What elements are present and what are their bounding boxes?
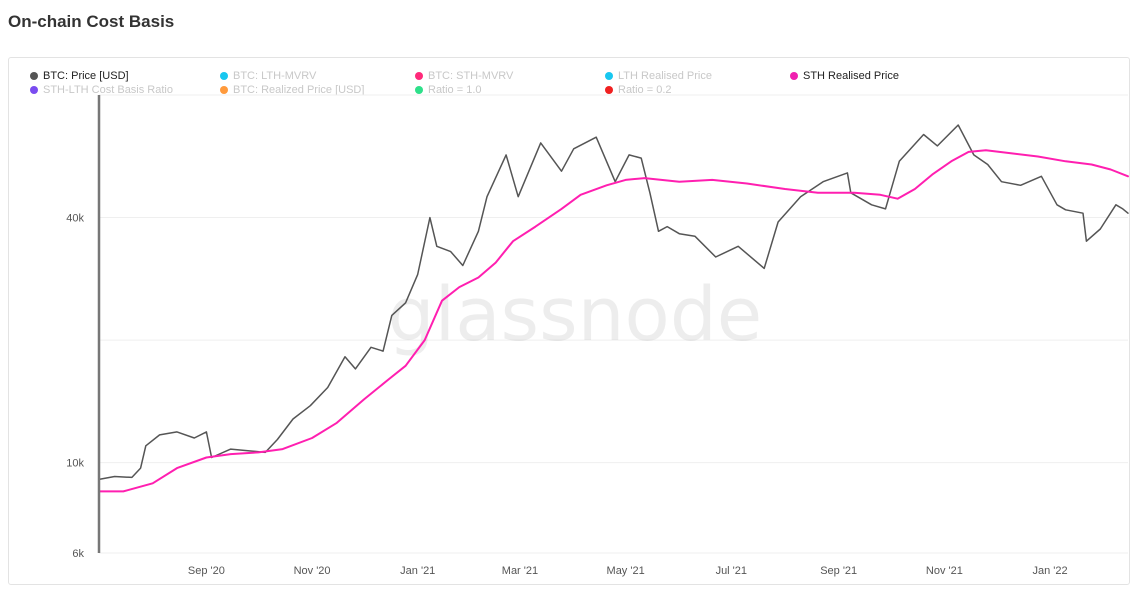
legend-dot-icon: [605, 86, 613, 94]
x-tick-label: Sep '21: [820, 565, 857, 577]
legend-label: BTC: Realized Price [USD]: [233, 84, 365, 96]
x-tick-label: Jul '21: [716, 565, 747, 577]
legend-item-sth-realised-price[interactable]: STH Realised Price: [790, 69, 899, 83]
legend-dot-icon: [30, 86, 38, 94]
x-tick-label: May '21: [607, 565, 645, 577]
legend-label: STH Realised Price: [803, 70, 899, 82]
legend-item-btc-price-usd[interactable]: BTC: Price [USD]: [30, 69, 129, 83]
legend-label: BTC: Price [USD]: [43, 70, 129, 82]
y-tick-label: 40k: [66, 213, 84, 225]
chart-legend: BTC: Price [USD] BTC: LTH-MVRV BTC: STH-MV…: [30, 69, 1110, 103]
page-title: On-chain Cost Basis: [8, 12, 175, 31]
legend-item-btc-sth-mvrv[interactable]: BTC: STH-MVRV: [415, 69, 513, 83]
x-tick-label: Nov '21: [926, 565, 963, 577]
x-tick-label: Nov '20: [294, 565, 331, 577]
legend-label: LTH Realised Price: [618, 70, 712, 82]
watermark-logo: glassnode: [388, 272, 763, 358]
legend-label: BTC: LTH-MVRV: [233, 70, 317, 82]
legend-label: Ratio = 0.2: [618, 84, 672, 96]
x-tick-label: Jan '21: [400, 565, 435, 577]
x-tick-label: Jan '22: [1032, 565, 1067, 577]
legend-item-sth-lth-cost-basis-ratio[interactable]: STH-LTH Cost Basis Ratio: [30, 83, 173, 97]
legend-dot-icon: [605, 72, 613, 80]
legend-dot-icon: [415, 86, 423, 94]
legend-dot-icon: [220, 86, 228, 94]
legend-item-btc-realized-price-usd[interactable]: BTC: Realized Price [USD]: [220, 83, 364, 97]
legend-label: STH-LTH Cost Basis Ratio: [43, 84, 173, 96]
legend-dot-icon: [220, 72, 228, 80]
series-line-sth-realised-price: [98, 149, 1129, 493]
legend-label: Ratio = 1.0: [428, 84, 482, 96]
legend-item-ratio-0-2[interactable]: Ratio = 0.2: [605, 83, 672, 97]
legend-item-btc-lth-mvrv[interactable]: BTC: LTH-MVRV: [220, 69, 316, 83]
y-tick-label: 6k: [72, 548, 84, 560]
legend-label: BTC: STH-MVRV: [428, 70, 514, 82]
legend-dot-icon: [790, 72, 798, 80]
y-tick-label: 10k: [66, 458, 84, 470]
x-tick-label: Mar '21: [502, 565, 538, 577]
legend-item-ratio-1-0[interactable]: Ratio = 1.0: [415, 83, 482, 97]
legend-dot-icon: [415, 72, 423, 80]
legend-dot-icon: [30, 72, 38, 80]
chart-panel: [8, 57, 1130, 585]
x-tick-label: Sep '20: [188, 565, 225, 577]
legend-item-lth-realised-price[interactable]: LTH Realised Price: [605, 69, 712, 83]
